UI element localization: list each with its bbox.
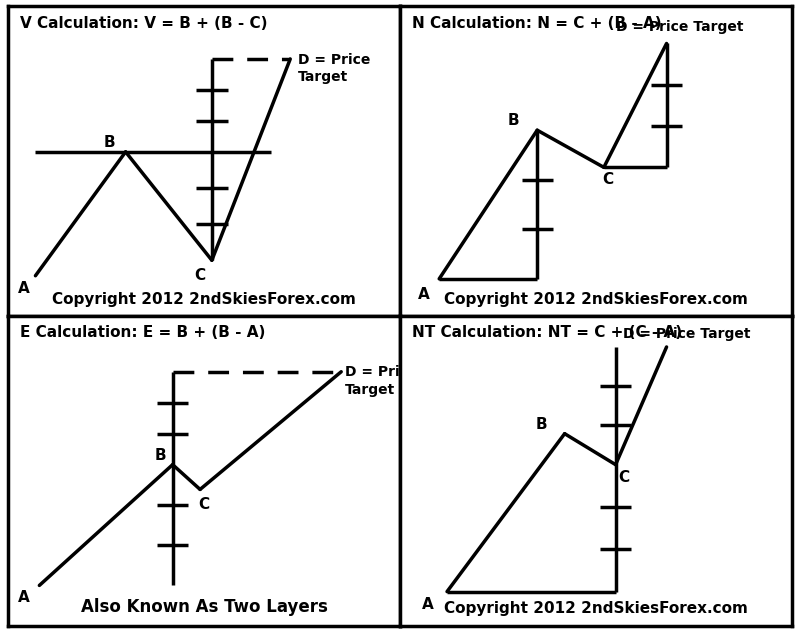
Text: Copyright 2012 2ndSkiesForex.com: Copyright 2012 2ndSkiesForex.com [444, 292, 748, 307]
Text: NT Calculation: NT = C + (C - A): NT Calculation: NT = C + (C - A) [412, 325, 682, 340]
Text: B: B [535, 417, 547, 432]
Text: D = Price
Target: D = Price Target [298, 52, 370, 84]
Text: Copyright 2012 2ndSkiesForex.com: Copyright 2012 2ndSkiesForex.com [52, 292, 356, 307]
Text: D = Price Target: D = Price Target [623, 327, 751, 341]
Text: A: A [418, 287, 430, 302]
Text: E Calculation: E = B + (B - A): E Calculation: E = B + (B - A) [20, 325, 265, 340]
Text: A: A [422, 597, 434, 612]
Text: A: A [18, 590, 30, 605]
Text: B: B [155, 448, 166, 463]
Text: Copyright 2012 2ndSkiesForex.com: Copyright 2012 2ndSkiesForex.com [444, 602, 748, 616]
Text: D = Price
Target: D = Price Target [345, 365, 418, 397]
Text: Also Known As Two Layers: Also Known As Two Layers [81, 599, 327, 616]
Text: C: C [198, 497, 210, 513]
Text: C: C [618, 470, 629, 485]
Text: V Calculation: V = B + (B - C): V Calculation: V = B + (B - C) [20, 16, 267, 30]
Text: D = Price Target: D = Price Target [616, 20, 743, 34]
Text: B: B [508, 113, 519, 128]
Text: C: C [602, 173, 614, 187]
Text: B: B [104, 135, 116, 150]
Text: N Calculation: N = C + (B - A): N Calculation: N = C + (B - A) [412, 16, 662, 30]
Text: C: C [194, 268, 206, 283]
Text: A: A [18, 281, 30, 296]
